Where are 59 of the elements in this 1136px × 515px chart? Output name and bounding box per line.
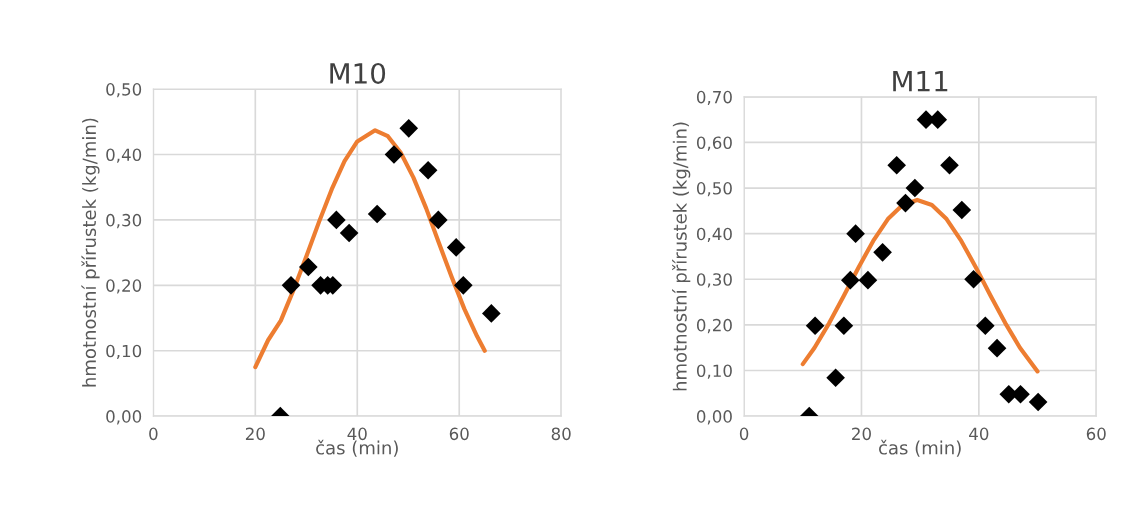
point xyxy=(826,368,845,388)
y-tick-label: 0,40 xyxy=(696,227,732,242)
x-tick-label: 80 xyxy=(551,427,571,441)
y-axis-title: hmotnostní přírustek (kg/min) xyxy=(672,122,691,391)
x-tick-label: 0 xyxy=(739,427,749,441)
chart-title: M10 xyxy=(330,62,386,84)
point xyxy=(446,238,466,257)
y-tick-label: 0,70 xyxy=(696,90,732,106)
point xyxy=(299,257,318,277)
y-tick-label: 0,10 xyxy=(106,344,142,359)
point xyxy=(367,204,387,224)
y-tick-label: 0,00 xyxy=(696,410,732,425)
y-tick-label: 0,10 xyxy=(696,364,732,379)
x-tick-label: 20 xyxy=(245,427,265,441)
x-tick-label: 60 xyxy=(1086,427,1106,441)
chart-title: M11 xyxy=(893,71,948,92)
point xyxy=(429,210,448,230)
y-tick-label: 0,20 xyxy=(696,318,732,334)
point xyxy=(834,316,854,336)
point xyxy=(873,243,892,262)
point xyxy=(453,275,473,295)
x-axis-title: čas (min) xyxy=(879,439,961,457)
point xyxy=(1028,392,1048,412)
point xyxy=(964,269,983,289)
line-series xyxy=(253,128,487,370)
point xyxy=(846,224,865,243)
y-tick-label: 0,30 xyxy=(106,213,142,229)
y-tick-label: 0,50 xyxy=(106,83,142,98)
point xyxy=(841,270,860,290)
y-tick-label: 0,30 xyxy=(696,273,732,288)
x-tick-label: 40 xyxy=(347,427,367,441)
point xyxy=(384,145,404,164)
point xyxy=(418,160,438,180)
point xyxy=(339,223,359,243)
point xyxy=(896,193,915,213)
point xyxy=(952,200,972,220)
point xyxy=(987,338,1007,358)
x-tick-label: 0 xyxy=(149,427,158,441)
y-tick-label: 0,50 xyxy=(696,182,732,197)
x-tick-label: 20 xyxy=(852,427,871,441)
point xyxy=(905,178,925,198)
x-tick-label: 40 xyxy=(969,427,989,441)
point xyxy=(1011,384,1030,404)
point xyxy=(482,304,501,323)
point xyxy=(805,316,825,336)
point xyxy=(940,155,959,175)
y-axis-title: hmotnostní přírustek (kg/min) xyxy=(81,118,100,387)
y-tick-label: 0,60 xyxy=(696,136,732,151)
point xyxy=(887,155,906,175)
y-tick-label: 0,00 xyxy=(106,410,142,425)
point xyxy=(327,210,346,230)
y-tick-label: 0,40 xyxy=(106,148,142,163)
point xyxy=(281,275,301,295)
x-axis-title: čas (min) xyxy=(316,439,398,457)
point xyxy=(399,119,419,138)
point xyxy=(975,316,995,336)
x-tick-label: 60 xyxy=(449,427,469,441)
y-tick-label: 0,20 xyxy=(106,279,142,294)
point xyxy=(858,270,878,290)
